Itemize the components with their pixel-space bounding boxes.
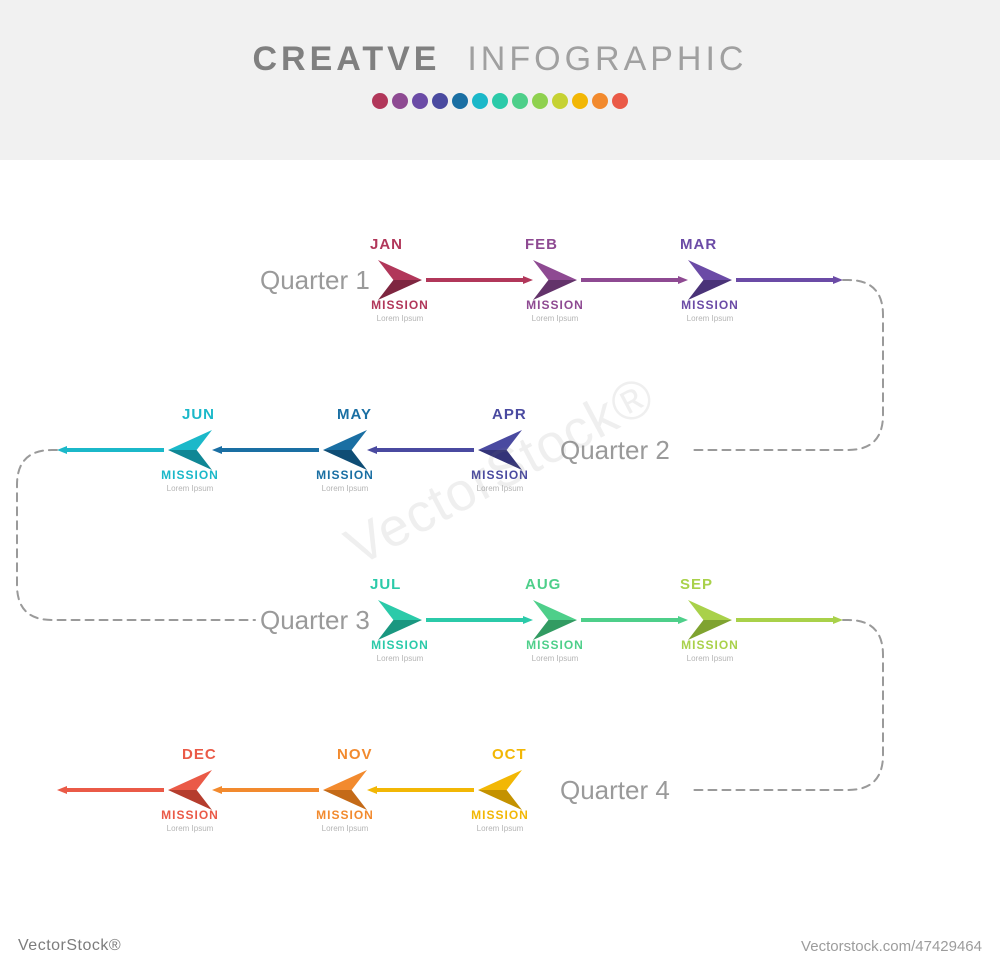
timeline-stage: Quarter 1 Quarter 2 Quarter 3 Quarter 4 …: [0, 160, 1000, 969]
lorem-may: Lorem Ipsum: [300, 484, 390, 494]
footer-right: Vectorstock.com/47429464: [801, 938, 982, 955]
header-band: CREATVE INFOGRAPHIC: [0, 0, 1000, 160]
month-jun: JUN: [182, 406, 215, 423]
mission-oct: MISSION: [455, 808, 545, 822]
label-q4: Quarter 4: [560, 775, 670, 806]
color-dot: [472, 93, 488, 109]
color-dot: [592, 93, 608, 109]
mission-dec: MISSION: [145, 808, 235, 822]
color-dot: [392, 93, 408, 109]
color-dot: [512, 93, 528, 109]
lorem-aug: Lorem Ipsum: [510, 654, 600, 664]
title-light: INFOGRAPHIC: [467, 40, 747, 78]
lorem-sep: Lorem Ipsum: [665, 654, 755, 664]
lorem-apr: Lorem Ipsum: [455, 484, 545, 494]
mission-nov: MISSION: [300, 808, 390, 822]
month-nov: NOV: [337, 746, 373, 763]
page-title: CREATVE INFOGRAPHIC: [0, 40, 1000, 79]
lorem-oct: Lorem Ipsum: [455, 824, 545, 834]
mission-apr: MISSION: [455, 468, 545, 482]
label-q2: Quarter 2: [560, 435, 670, 466]
lorem-jan: Lorem Ipsum: [355, 314, 445, 324]
mission-jan: MISSION: [355, 298, 445, 312]
lorem-feb: Lorem Ipsum: [510, 314, 600, 324]
mission-aug: MISSION: [510, 638, 600, 652]
color-dot: [372, 93, 388, 109]
mission-sep: MISSION: [665, 638, 755, 652]
lorem-mar: Lorem Ipsum: [665, 314, 755, 324]
color-dot: [452, 93, 468, 109]
color-dot: [412, 93, 428, 109]
color-dot: [432, 93, 448, 109]
month-may: MAY: [337, 406, 372, 423]
month-mar: MAR: [680, 236, 717, 253]
month-jul: JUL: [370, 576, 401, 593]
month-apr: APR: [492, 406, 527, 423]
mission-jun: MISSION: [145, 468, 235, 482]
lorem-jun: Lorem Ipsum: [145, 484, 235, 494]
color-dots: [0, 93, 1000, 114]
month-aug: AUG: [525, 576, 561, 593]
month-oct: OCT: [492, 746, 527, 763]
mission-mar: MISSION: [665, 298, 755, 312]
lorem-nov: Lorem Ipsum: [300, 824, 390, 834]
month-feb: FEB: [525, 236, 558, 253]
mission-jul: MISSION: [355, 638, 445, 652]
month-sep: SEP: [680, 576, 713, 593]
timeline-svg: [0, 160, 1000, 969]
color-dot: [572, 93, 588, 109]
title-bold: CREATVE: [253, 40, 441, 78]
mission-may: MISSION: [300, 468, 390, 482]
color-dot: [552, 93, 568, 109]
lorem-jul: Lorem Ipsum: [355, 654, 445, 664]
color-dot: [532, 93, 548, 109]
month-dec: DEC: [182, 746, 217, 763]
month-jan: JAN: [370, 236, 403, 253]
mission-feb: MISSION: [510, 298, 600, 312]
color-dot: [492, 93, 508, 109]
lorem-dec: Lorem Ipsum: [145, 824, 235, 834]
footer-left: VectorStock®: [18, 937, 121, 955]
color-dot: [612, 93, 628, 109]
label-q3: Quarter 3: [260, 605, 370, 636]
label-q1: Quarter 1: [260, 265, 370, 296]
